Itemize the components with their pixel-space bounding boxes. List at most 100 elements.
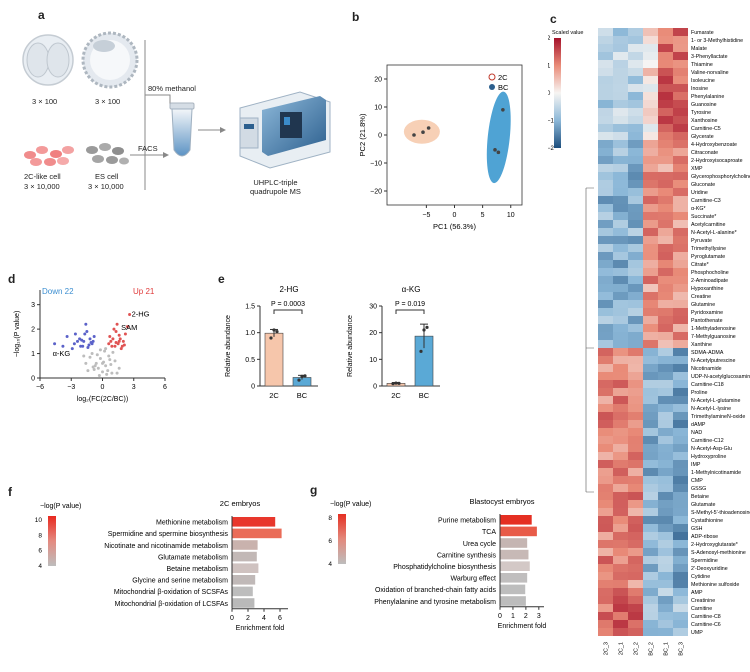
heatmap-cell xyxy=(613,348,628,356)
heatmap-cell xyxy=(673,564,688,572)
category-label: Oxidation of branched-chain fatty acids xyxy=(375,587,497,594)
heatmap-cell xyxy=(643,140,658,148)
heatmap-cell xyxy=(628,476,643,484)
row-label: Phosphocholine xyxy=(691,270,729,276)
heatmap-cell xyxy=(628,220,643,228)
bar xyxy=(500,573,528,583)
data-point xyxy=(496,150,501,155)
heatmap-cell xyxy=(628,84,643,92)
heatmap-cell xyxy=(658,436,673,444)
panel-label-c: c xyxy=(550,12,557,26)
heatmap-cell xyxy=(598,332,613,340)
row-label: TrimethylamineN-oxide xyxy=(691,414,745,420)
heatmap-cell xyxy=(628,316,643,324)
heatmap-cell xyxy=(628,588,643,596)
embryo-count-2c: 3 × 100 xyxy=(32,97,58,106)
data-point xyxy=(269,336,273,340)
heatmap-cell xyxy=(658,540,673,548)
heatmap-cell xyxy=(613,68,628,76)
row-label: Glycerophosphorylcholine xyxy=(691,174,750,180)
data-point xyxy=(501,108,505,112)
heatmap-cell xyxy=(673,204,688,212)
heatmap-cell xyxy=(673,276,688,284)
row-label: Phenylalanine xyxy=(691,94,724,100)
row-label: Creatine xyxy=(691,294,711,300)
heatmap-cell xyxy=(673,44,688,52)
heatmap-cell xyxy=(628,36,643,44)
y-tick-label: 0 xyxy=(378,133,382,140)
point-down xyxy=(85,330,89,334)
heatmap-cell xyxy=(673,572,688,580)
row-label: NAD xyxy=(691,430,702,436)
heatmap-cell xyxy=(643,332,658,340)
heatmap-cell xyxy=(628,436,643,444)
heatmap-cell xyxy=(658,492,673,500)
row-label: Thiamine xyxy=(691,62,713,68)
heatmap-cell xyxy=(658,148,673,156)
two-c-like-cells-icon xyxy=(24,146,74,166)
heatmap-cell xyxy=(613,44,628,52)
bar xyxy=(232,551,257,562)
heatmap-cell xyxy=(613,556,628,564)
category-label: Nicotinate and nicotinamide metabolism xyxy=(104,543,228,550)
heatmap-cell xyxy=(598,324,613,332)
heatmap-cell xyxy=(658,372,673,380)
heatmap-cell xyxy=(673,420,688,428)
heatmap-cell xyxy=(643,148,658,156)
color-scale-bar xyxy=(554,38,561,148)
heatmap-cell xyxy=(613,532,628,540)
heatmap-cell xyxy=(598,124,613,132)
heatmap-cell xyxy=(673,68,688,76)
heatmap-cell xyxy=(628,228,643,236)
row-label: 2-Aminoadipate xyxy=(691,278,728,284)
row-label: Carnitine-C18 xyxy=(691,382,724,388)
legend-tick-label: 6 xyxy=(38,548,42,555)
heatmap-cell xyxy=(598,404,613,412)
heatmap-cell xyxy=(598,484,613,492)
row-label: Carnitine-C3 xyxy=(691,198,721,204)
heatmap-cell xyxy=(628,284,643,292)
heatmap-cell xyxy=(613,452,628,460)
heatmap-cell xyxy=(673,252,688,260)
point-down xyxy=(83,332,87,336)
row-label: Trimethyllysine xyxy=(691,246,726,252)
heatmap-cell xyxy=(628,332,643,340)
heatmap-cell xyxy=(598,548,613,556)
heatmap-cell xyxy=(643,132,658,140)
x-axis-label: log₂(FC(2C/BC)) xyxy=(77,396,128,403)
heatmap-cell xyxy=(628,388,643,396)
category-label: Spermidine and spermine biosynthesis xyxy=(108,531,229,538)
row-label: Pantothenate xyxy=(691,318,723,324)
column-label: BC_1 xyxy=(664,642,670,656)
point-ns xyxy=(110,371,114,375)
heatmap-cell xyxy=(643,532,658,540)
y-tick-label: 20 xyxy=(374,77,382,84)
row-label: Pyruvate xyxy=(691,238,712,244)
row-label: Inosine xyxy=(691,86,708,92)
heatmap-cell xyxy=(673,492,688,500)
point-ns xyxy=(98,356,102,360)
row-label: Cytidine xyxy=(691,574,710,580)
legend-tick-label: 8 xyxy=(38,532,42,539)
heatmap-cell xyxy=(613,180,628,188)
heatmap-cell xyxy=(643,236,658,244)
heatmap-cell xyxy=(598,292,613,300)
bar xyxy=(232,586,253,597)
row-label: Glutamine xyxy=(691,302,715,308)
heatmap-cell xyxy=(598,228,613,236)
heatmap-cell xyxy=(628,452,643,460)
x-tick-label: 0 xyxy=(498,613,502,620)
heatmap-cell xyxy=(658,340,673,348)
heatmap-cell xyxy=(598,460,613,468)
heatmap-cell xyxy=(643,420,658,428)
heatmap-cell xyxy=(658,364,673,372)
point-ns xyxy=(105,372,109,376)
heatmap-cell xyxy=(628,164,643,172)
chart-title: 2C embryos xyxy=(220,499,261,508)
row-label: Carnitine xyxy=(691,606,712,612)
heatmap-cell xyxy=(598,508,613,516)
heatmap-cell xyxy=(658,516,673,524)
heatmap-cell xyxy=(628,444,643,452)
heatmap-cell xyxy=(658,212,673,220)
heatmap-cell xyxy=(643,316,658,324)
